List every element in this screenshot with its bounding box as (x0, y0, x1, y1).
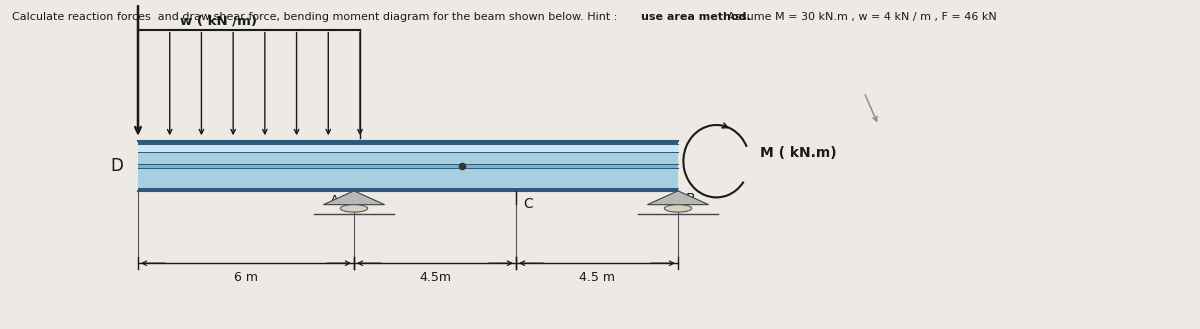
Text: D: D (110, 157, 124, 175)
Text: A: A (330, 194, 340, 208)
Text: B: B (685, 192, 695, 207)
Text: use area method.: use area method. (641, 12, 750, 21)
Text: 4.5m: 4.5m (419, 271, 451, 285)
Circle shape (665, 205, 691, 212)
FancyBboxPatch shape (138, 144, 678, 188)
Text: F ( kN ): F ( kN ) (148, 0, 203, 2)
Text: Assume M = 30 kN.m , w = 4 kN / m , F = 46 kN: Assume M = 30 kN.m , w = 4 kN / m , F = … (724, 12, 996, 21)
FancyBboxPatch shape (138, 164, 678, 168)
FancyBboxPatch shape (138, 141, 678, 191)
Text: w ( kN /m): w ( kN /m) (180, 15, 257, 28)
Text: M ( kN.m): M ( kN.m) (760, 146, 836, 160)
Polygon shape (324, 191, 385, 205)
FancyBboxPatch shape (138, 144, 678, 152)
Circle shape (341, 205, 367, 212)
Polygon shape (648, 191, 708, 205)
Text: 4.5 m: 4.5 m (578, 271, 614, 285)
Text: Calculate reaction forces  and draw shear force, bending moment diagram for the : Calculate reaction forces and draw shear… (12, 12, 620, 21)
Text: 6 m: 6 m (234, 271, 258, 285)
Text: C: C (523, 197, 533, 212)
